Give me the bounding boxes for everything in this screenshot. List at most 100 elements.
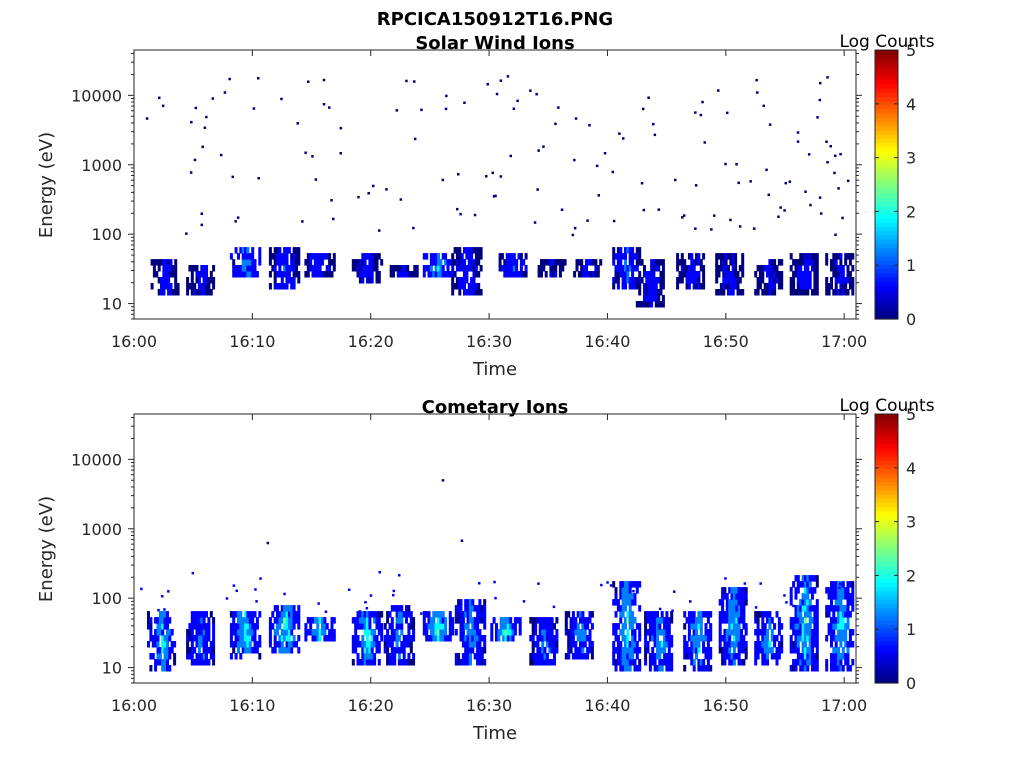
heatmap-cell <box>621 283 625 290</box>
heatmap-cell <box>461 641 465 648</box>
heatmap-cell <box>472 271 476 278</box>
heatmap-cell <box>665 653 669 660</box>
colorbar-segment <box>875 138 898 144</box>
heatmap-cell <box>513 617 517 624</box>
colorbar-tick-label: 5 <box>906 41 916 60</box>
heatmap-cell <box>454 659 458 666</box>
heatmap-cell <box>715 271 719 278</box>
heatmap-cell <box>461 617 465 624</box>
heatmap-cell <box>619 587 623 594</box>
heatmap-cell <box>616 605 620 612</box>
heatmap-cell <box>306 271 310 278</box>
heatmap-cell <box>457 605 461 612</box>
heatmap-cell <box>806 611 810 618</box>
heatmap-cell <box>205 271 208 278</box>
heatmap-cell <box>162 283 166 290</box>
heatmap-cell <box>332 259 336 266</box>
heatmap-cell <box>723 593 727 600</box>
x-axis-label: Time <box>472 359 517 380</box>
heatmap-cell <box>815 253 819 260</box>
heatmap-cell <box>246 259 250 266</box>
heatmap-cell <box>631 653 635 660</box>
heatmap-cell <box>394 265 398 272</box>
heatmap-cell <box>650 259 654 266</box>
heatmap-cell <box>545 641 549 648</box>
heatmap-cell <box>140 587 143 591</box>
heatmap-cell <box>518 617 522 624</box>
heatmap-cell <box>801 581 805 588</box>
heatmap-cell <box>197 277 201 284</box>
heatmap-cell <box>461 635 465 642</box>
heatmap-cell <box>735 629 739 636</box>
x-tick-label: 16:50 <box>703 332 749 351</box>
heatmap-cell <box>588 635 592 642</box>
heatmap-cell <box>837 665 841 672</box>
heatmap-cell <box>451 289 455 296</box>
heatmap-cell <box>173 659 177 666</box>
heatmap-cell <box>808 623 812 630</box>
heatmap-cell <box>339 126 343 130</box>
heatmap-cell <box>834 154 837 158</box>
heatmap-cell <box>742 635 746 642</box>
heatmap-cell <box>448 611 452 618</box>
heatmap-cell <box>472 259 476 266</box>
heatmap-cell <box>839 653 843 660</box>
heatmap-cell <box>363 629 367 636</box>
colorbar-segment <box>875 155 898 160</box>
heatmap-cell <box>479 253 483 260</box>
heatmap-cell <box>306 253 310 260</box>
heatmap-cell <box>614 665 618 672</box>
heatmap-cell <box>439 635 443 642</box>
heatmap-cell <box>490 635 494 642</box>
heatmap-cell <box>641 107 645 111</box>
heatmap-cell <box>544 271 548 278</box>
heatmap-cell <box>619 617 623 624</box>
heatmap-cell <box>480 611 484 618</box>
heatmap-cell <box>780 259 784 266</box>
heatmap-cell <box>839 277 843 284</box>
heatmap-cell <box>709 653 713 660</box>
colorbar-segment <box>875 104 898 110</box>
heatmap-cell <box>574 623 578 630</box>
heatmap-cell <box>541 635 545 642</box>
heatmap-cell <box>550 635 554 642</box>
heatmap-cell <box>473 653 477 660</box>
heatmap-cell <box>644 629 648 636</box>
heatmap-cell <box>448 617 452 624</box>
heatmap-cell <box>231 175 234 179</box>
heatmap-cell <box>504 623 508 630</box>
heatmap-cell <box>650 271 654 278</box>
heatmap-cell <box>825 140 828 143</box>
heatmap-cell <box>575 265 579 272</box>
heatmap-cell <box>567 629 571 636</box>
heatmap-cell <box>193 647 197 654</box>
heatmap-cell <box>283 629 287 636</box>
heatmap-cell <box>799 635 803 642</box>
colorbar-segment <box>875 150 898 156</box>
heatmap-cell <box>408 271 412 278</box>
heatmap-cell <box>316 635 320 642</box>
heatmap-cell <box>506 75 510 78</box>
heatmap-cell <box>405 635 408 642</box>
heatmap-cell <box>643 295 646 302</box>
colorbar-segment <box>875 163 898 169</box>
heatmap-cell <box>451 265 455 272</box>
heatmap-cell <box>396 271 400 278</box>
heatmap-cell <box>846 623 850 630</box>
heatmap-cell <box>207 289 211 296</box>
heatmap-cell <box>813 617 817 624</box>
heatmap-cell <box>808 647 812 654</box>
heatmap-cell <box>773 623 777 630</box>
heatmap-cell <box>276 641 279 648</box>
heatmap-cell <box>628 277 632 284</box>
heatmap-cell <box>258 641 262 648</box>
heatmap-cell <box>402 611 406 618</box>
heatmap-cell <box>508 253 511 260</box>
heatmap-cell <box>354 623 358 630</box>
heatmap-cell <box>190 629 194 636</box>
heatmap-cell <box>756 265 760 272</box>
heatmap-cell <box>386 635 390 642</box>
heatmap-cell <box>311 629 315 636</box>
heatmap-cell <box>728 617 732 624</box>
heatmap-cell <box>735 605 739 612</box>
